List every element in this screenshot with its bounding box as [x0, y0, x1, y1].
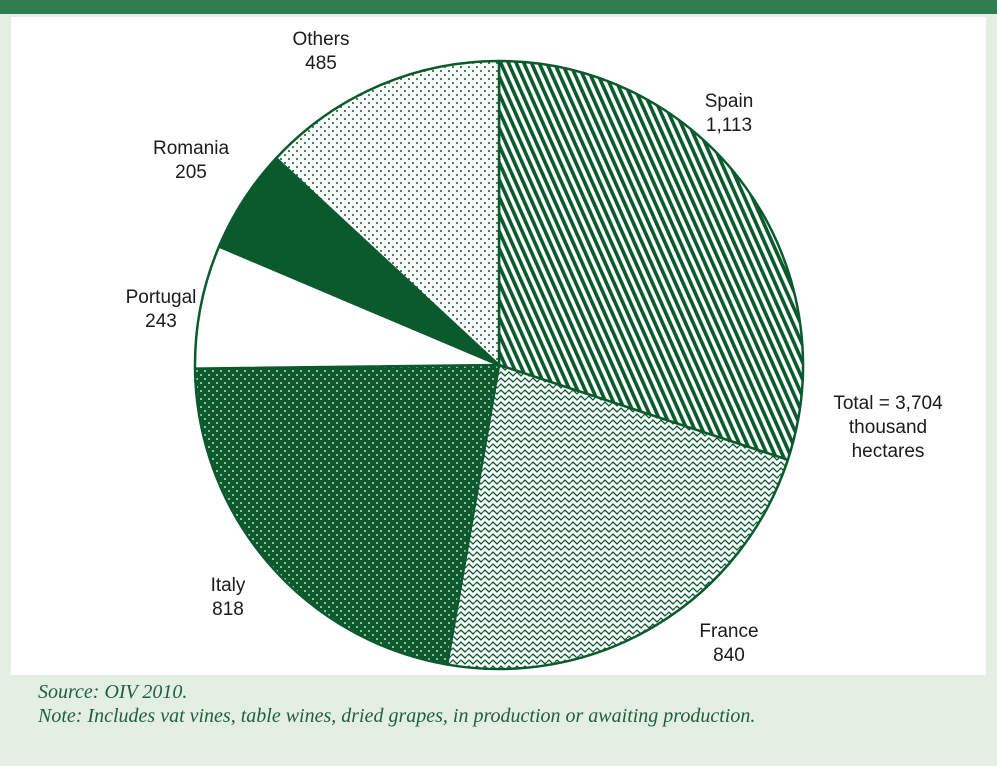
- pie-slice-others: [274, 59, 501, 367]
- footnote: Note: Includes vat vines, table wines, d…: [38, 705, 756, 727]
- pie-slice-spain: [497, 59, 805, 462]
- slice-label-spain: Spain: [705, 91, 754, 112]
- pie-slice-france: [445, 363, 790, 671]
- slice-value-portugal: 243: [145, 311, 177, 332]
- slice-label-france: France: [699, 621, 758, 642]
- footer: Source: OIV 2010. Note: Includes vat vin…: [38, 680, 978, 728]
- slice-label-romania: Romania: [153, 138, 229, 159]
- source-note: Source: OIV 2010.: [38, 681, 188, 703]
- slice-value-others: 485: [305, 53, 337, 74]
- slice-value-france: 840: [713, 645, 745, 666]
- pie-slice-portugal: [193, 245, 501, 370]
- total-annotation-line: thousand: [849, 417, 927, 438]
- pie-slice-italy: [193, 363, 501, 666]
- slice-value-romania: 205: [175, 162, 207, 183]
- total-annotation-line: hectares: [852, 441, 925, 462]
- chart-panel: Spain 1,113 France 840 Italy 818 Portugal 243 Ro…: [11, 17, 986, 675]
- slice-label-others: Others: [292, 29, 349, 50]
- pie-chart: Spain 1,113 France 840 Italy 818 Portugal 243 Ro…: [126, 29, 943, 671]
- slice-value-italy: 818: [212, 599, 244, 620]
- slice-label-portugal: Portugal: [126, 287, 197, 308]
- header-bar: [0, 0, 997, 14]
- total-annotation-line: Total = 3,704: [833, 393, 943, 414]
- slice-value-spain: 1,113: [706, 115, 752, 136]
- slice-label-italy: Italy: [211, 575, 246, 596]
